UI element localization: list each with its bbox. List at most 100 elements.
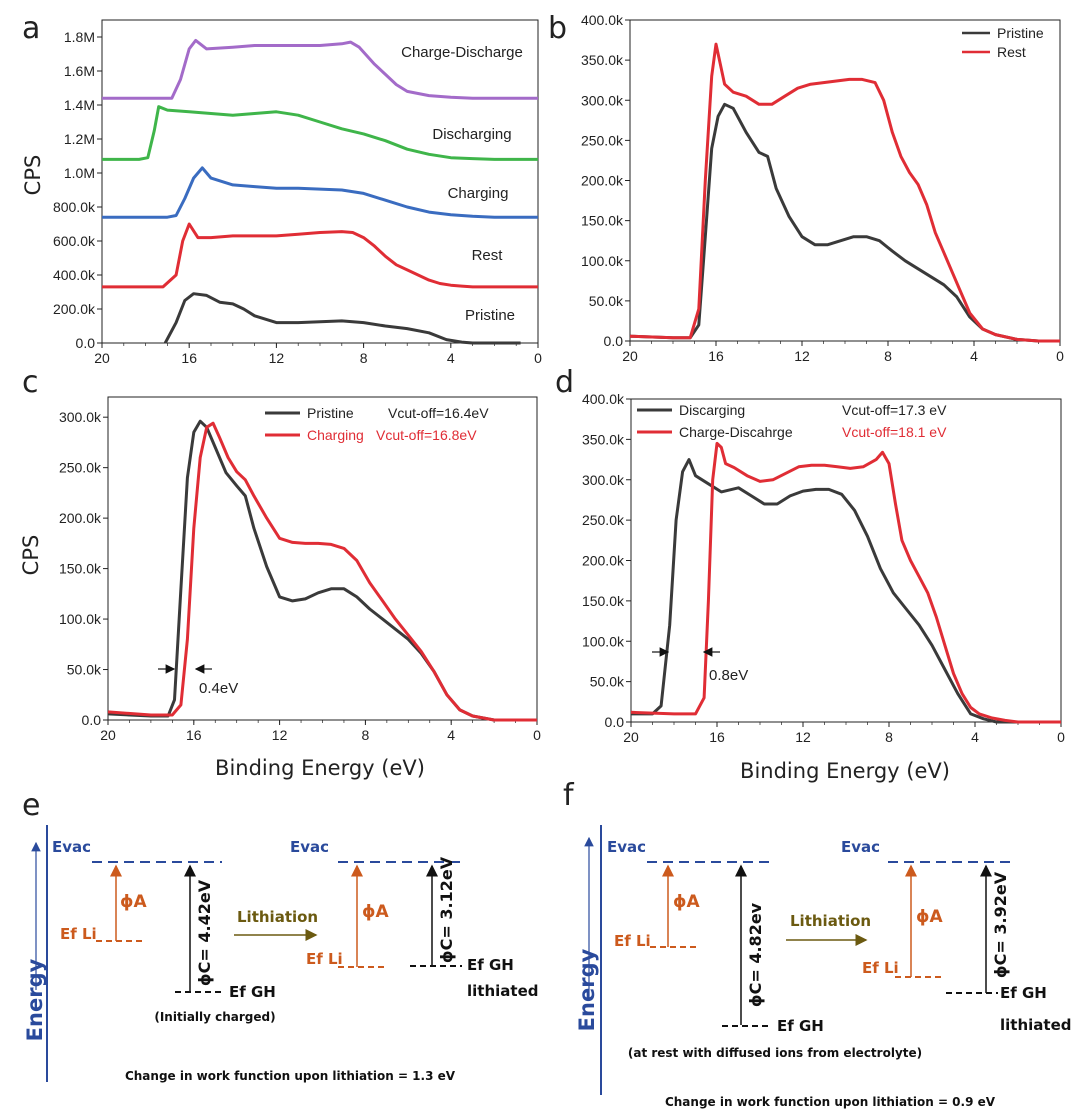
- panel-a-label-charging: Charging: [448, 185, 509, 202]
- phiA-label-1: ϕA: [120, 892, 148, 912]
- y-tick-label: 1.6M: [64, 63, 95, 79]
- y-tick-label: 1.2M: [64, 131, 95, 147]
- y-tick-label: 200.0k: [59, 510, 102, 526]
- panel-d-plot: 20 16 12 8 4 0 0.0 50.0k 100.0k 150.0k 200.0k 250.0…: [582, 391, 1065, 745]
- panel-c-xlabel: Binding Energy (eV): [215, 756, 425, 780]
- y-tick-label: 250.0k: [59, 460, 102, 476]
- panel-c-legend: Pristine Vcut-off=16.4eV Charging Vcut-o…: [265, 405, 489, 443]
- phiC-label-2: ϕC= 3.12eV: [437, 856, 456, 963]
- shift-label: 0.8eV: [709, 667, 748, 684]
- y-tick-label: 0.0: [82, 712, 102, 728]
- panel-label-f: f: [563, 778, 575, 813]
- x-tick-label: 8: [884, 348, 892, 364]
- energy-label: Energy: [23, 958, 47, 1041]
- y-tick-label: 600.0k: [53, 233, 96, 249]
- series-pristine: [163, 292, 521, 345]
- legend-charge-discharge: Charge-Discahrge: [679, 424, 793, 440]
- y-tick-label: 1.8M: [64, 29, 95, 45]
- x-tick-label: 8: [885, 729, 893, 745]
- x-tick-label: 4: [971, 729, 979, 745]
- legend-pristine: Pristine: [307, 405, 354, 421]
- panel-d-legend: Discarging Vcut-off=17.3 eV Charge-Disca…: [637, 402, 947, 440]
- x-tick-label: 0: [1057, 729, 1065, 745]
- x-tick-label: 16: [709, 729, 725, 745]
- x-tick-label: 4: [447, 727, 455, 743]
- phiA-label-2: ϕA: [362, 902, 390, 922]
- panel-d-shift-annotation: 0.8eV: [652, 647, 748, 684]
- series-rest: [629, 42, 1060, 343]
- y-tick-label: 200.0k: [581, 173, 624, 189]
- y-tick-label: 150.0k: [581, 213, 624, 229]
- y-tick-label: 400.0k: [53, 267, 96, 283]
- panel-b-legend: Pristine Rest: [962, 25, 1044, 60]
- lithiation-label-e: Lithiation: [237, 908, 318, 926]
- series-discharging: [102, 105, 538, 161]
- plot-frame: [629, 19, 1061, 342]
- panel-label-c: c: [22, 365, 39, 400]
- efli-label-1: Ef Li: [614, 932, 651, 950]
- y-tick-label: 1.4M: [64, 97, 95, 113]
- series-pristine: [629, 102, 1060, 343]
- evac-label-1: Evac: [607, 838, 646, 856]
- legend-note-vcut-2: Vcut-off=16.8eV: [376, 427, 477, 443]
- y-tick-label: 150.0k: [582, 593, 625, 609]
- y-tick-label: 1.0M: [64, 165, 95, 181]
- x-tick-label: 12: [794, 348, 810, 364]
- panel-label-b: b: [548, 11, 567, 46]
- panel-c-ylabel: CPS: [19, 535, 43, 576]
- series-discarging: [631, 458, 1061, 724]
- y-tick-label: 350.0k: [581, 52, 624, 68]
- diagram-e: Energy Evac ϕA Ef Li ϕC= 4.42eV Ef GH (I…: [23, 825, 538, 1083]
- lithiated-label-f: lithiated: [1000, 1016, 1071, 1034]
- y-tick-label: 200.0k: [53, 301, 96, 317]
- lithiation-label-f: Lithiation: [790, 912, 871, 930]
- series-pristine: [107, 419, 537, 722]
- x-tick-label: 20: [100, 727, 116, 743]
- x-tick-label: 8: [362, 727, 370, 743]
- y-tick-label: 300.0k: [582, 472, 625, 488]
- y-tick-label: 100.0k: [581, 253, 624, 269]
- panel-a-label-charge-discharge: Charge-Discharge: [401, 44, 523, 61]
- panel-d-xlabel: Binding Energy (eV): [740, 759, 950, 783]
- caption-f: Change in work function upon lithiation …: [665, 1095, 996, 1109]
- lithiated-label-e: lithiated: [467, 982, 538, 1000]
- panel-a-plot: 20 16 12 8 4 0 0.0 200.0k 400.0k 600.0k 800.0k 1.0M…: [53, 19, 542, 366]
- series-rest: [102, 222, 538, 289]
- y-tick-label: 100.0k: [59, 611, 102, 627]
- legend-note-vcut-2: Vcut-off=18.1 eV: [842, 424, 947, 440]
- y-tick-label: 300.0k: [581, 92, 624, 108]
- y-tick-label: 0.0: [604, 333, 624, 349]
- x-tick-label: 12: [795, 729, 811, 745]
- efgh-label-1: Ef GH: [777, 1017, 824, 1035]
- y-tick-label: 250.0k: [581, 132, 624, 148]
- y-tick-label: 150.0k: [59, 561, 102, 577]
- y-tick-label: 0.0: [605, 714, 625, 730]
- panel-c-plot: 20 16 12 8 4 0 0.0 50.0k 100.0k 150.0k 200.0k 250.0…: [59, 396, 541, 743]
- legend-rest: Rest: [997, 44, 1026, 60]
- series-charging: [107, 421, 537, 722]
- panel-b-plot: 20 16 12 8 4 0 0.0 50.0k 100.0k 150.0k 200.0k 250.0…: [581, 12, 1064, 364]
- y-tick-label: 50.0k: [590, 674, 625, 690]
- legend-pristine: Pristine: [997, 25, 1044, 41]
- note-e: (Initially charged): [154, 1010, 275, 1024]
- legend-note-vcut-1: Vcut-off=17.3 eV: [842, 402, 947, 418]
- y-tick-label: 800.0k: [53, 199, 96, 215]
- efli-label-2: Ef Li: [862, 959, 899, 977]
- y-tick-label: 350.0k: [582, 431, 625, 447]
- efgh-label-2: Ef GH: [467, 956, 514, 974]
- y-tick-label: 200.0k: [582, 553, 625, 569]
- panel-a-ylabel: CPS: [21, 155, 45, 196]
- panel-c-shift-annotation: 0.4eV: [158, 664, 238, 697]
- y-tick-label: 300.0k: [59, 409, 102, 425]
- x-tick-label: 12: [269, 350, 285, 366]
- y-tick-label: 250.0k: [582, 512, 625, 528]
- x-tick-label: 16: [186, 727, 202, 743]
- energy-label: Energy: [575, 948, 599, 1031]
- legend-charging: Charging: [307, 427, 364, 443]
- efgh-label-1: Ef GH: [229, 983, 276, 1001]
- y-tick-label: 0.0: [76, 335, 96, 351]
- series-charge-discharge: [102, 38, 538, 100]
- x-tick-label: 16: [708, 348, 724, 364]
- x-tick-label: 16: [181, 350, 197, 366]
